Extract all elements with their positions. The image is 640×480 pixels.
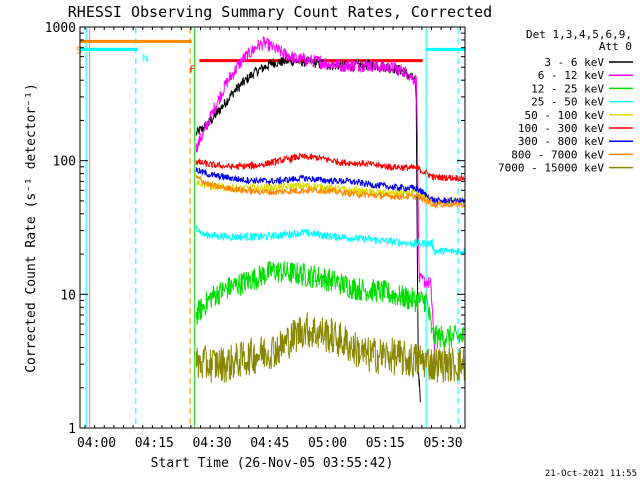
x-tick-label-5: 05:15 [366, 436, 405, 451]
flag-label-s: S [76, 45, 82, 56]
series-line-1 [195, 35, 436, 370]
series-line-2 [195, 260, 465, 349]
x-tick-label-4: 05:00 [308, 436, 347, 451]
legend-label-6: 300 - 800 keV [518, 135, 604, 148]
y-tick-label-0: 1 [68, 422, 76, 437]
legend-label-5: 100 - 300 keV [518, 122, 604, 135]
x-tick-label-6: 05:30 [423, 436, 462, 451]
x-tick-label-2: 04:30 [192, 436, 231, 451]
legend-header-line-2: Att 0 [599, 40, 632, 53]
y-tick-label-3: 1000 [45, 21, 76, 36]
legend-label-3: 25 - 50 keV [531, 96, 604, 109]
series-line-3 [195, 225, 465, 256]
legend-header-line-1: Det 1,3,4,5,6,9, [526, 28, 632, 41]
plot-frame [79, 26, 466, 429]
series-line-5 [195, 152, 465, 182]
x-tick-label-1: 04:15 [135, 436, 174, 451]
legend-label-4: 50 - 100 keV [525, 109, 605, 122]
chart-title: RHESSI Observing Summary Count Rates, Co… [68, 3, 492, 21]
x-tick-label-3: 04:45 [250, 436, 289, 451]
series-line-7 [195, 174, 465, 210]
series-line-6 [195, 167, 465, 206]
y-tick-label-2: 100 [53, 155, 76, 170]
plot-content: S N F [76, 28, 465, 427]
legend-label-8: 7000 - 15000 keV [498, 162, 604, 175]
legend-label-1: 6 - 12 keV [538, 69, 605, 82]
legend-label-0: 3 - 6 keV [544, 56, 604, 69]
flag-label-n: N [142, 53, 148, 64]
flag-label-f: F [189, 65, 195, 76]
series-line-8 [195, 312, 465, 383]
y-axis-label: Corrected Count Rate (s⁻¹ detector⁻¹) [24, 83, 39, 373]
legend-label-7: 800 - 7000 keV [511, 148, 604, 161]
plot-axes: 1 10 100 1000 04:00 04:15 04:30 04:45 05:00 05:15… [45, 21, 466, 451]
footer-timestamp: 21-Oct-2021 11:55 [545, 469, 637, 479]
y-tick-label-1: 10 [60, 288, 76, 303]
x-axis-label: Start Time (26-Nov-05 03:55:42) [151, 456, 394, 471]
x-tick-label-0: 04:00 [77, 436, 116, 451]
legend-label-2: 12 - 25 keV [531, 82, 604, 95]
